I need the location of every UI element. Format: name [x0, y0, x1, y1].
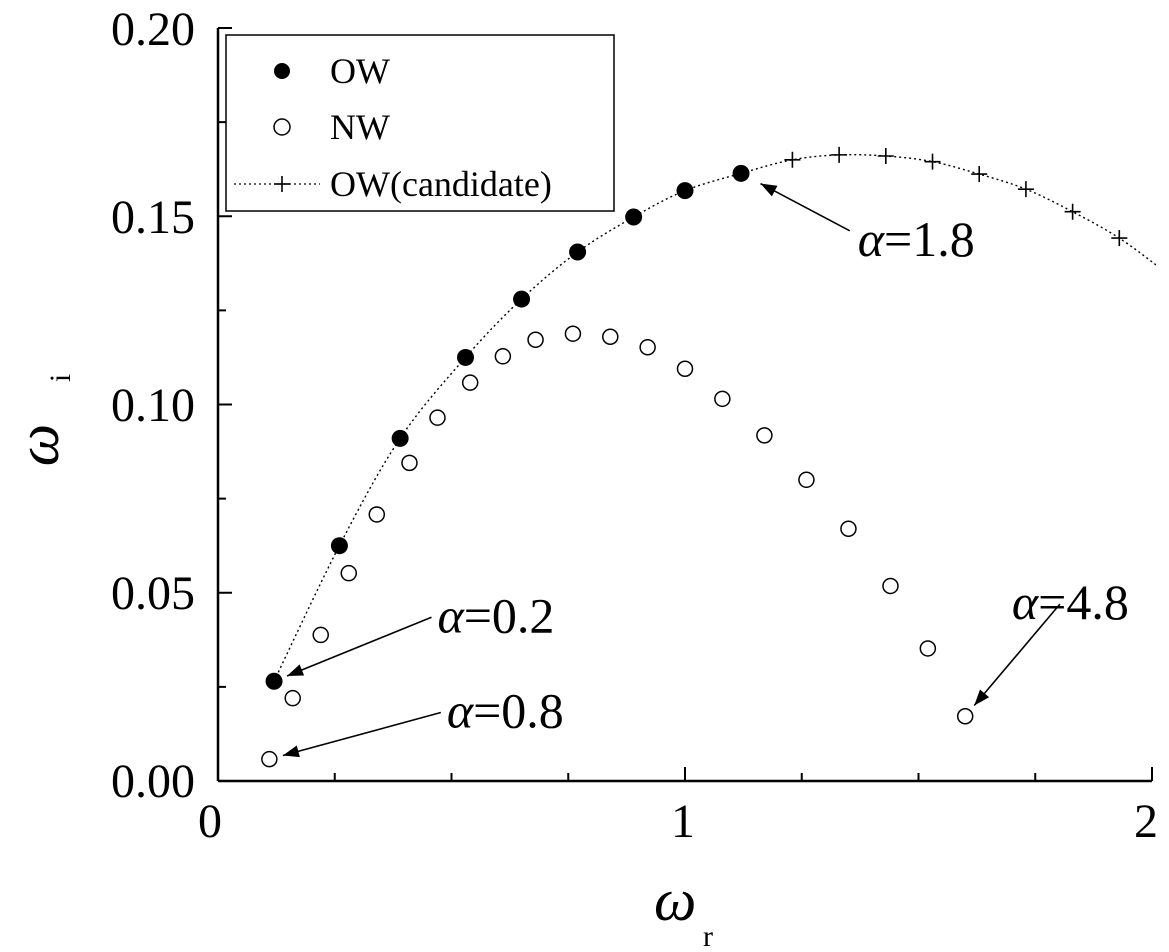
nw-point	[956, 707, 974, 725]
annotation-arrow-head	[974, 689, 990, 706]
nw-point	[401, 454, 418, 472]
nw-point	[527, 331, 544, 348]
nw-point	[429, 409, 446, 426]
annotation-arrow-head	[282, 745, 300, 758]
nw-point	[312, 626, 329, 644]
nw-point	[494, 348, 512, 365]
annotation-alpha-0-8: α=0.8	[447, 683, 564, 739]
y-tick-label-2: 0.10	[111, 379, 195, 432]
y-axis-label-subscript: i	[44, 374, 77, 382]
annotation-alpha-1-8-symbol: α	[858, 211, 886, 267]
annotation-alpha-0-2: α=0.2	[437, 587, 554, 643]
nw-point	[676, 360, 694, 377]
legend-label-ow: OW	[330, 51, 390, 91]
nw-point	[564, 325, 582, 342]
nw-point	[284, 689, 301, 707]
legend-marker-ow	[274, 63, 290, 79]
annotation-arrow-head	[760, 183, 778, 197]
x-tick-label-0: 0	[198, 795, 222, 848]
ow-point	[330, 537, 348, 555]
y-tick-label-4: 0.20	[111, 3, 195, 56]
nw-point	[714, 390, 731, 408]
nw-point	[602, 328, 619, 345]
annotation-alpha-0-2-symbol: α	[437, 587, 465, 643]
annotation-arrow-shaft	[282, 711, 442, 757]
y-tick-label-0: 0.00	[111, 755, 195, 808]
nw-point	[882, 577, 899, 595]
annotation-arrow-shaft	[286, 616, 432, 677]
ow-point	[625, 208, 643, 226]
ow-point	[513, 290, 531, 308]
y-tick-label-1: 0.05	[111, 567, 195, 620]
nw-point	[639, 339, 656, 356]
annotation-alpha-1-8: α=1.8	[858, 211, 975, 267]
ow-point	[569, 243, 587, 261]
x-axis-label: ω	[654, 867, 696, 933]
annotation-arrows	[282, 182, 1061, 758]
x-axis-label-subscript: r	[703, 920, 713, 952]
annotation-alpha-0-8-value: =0.8	[473, 683, 564, 739]
nw-point	[919, 640, 937, 657]
ow-point	[391, 429, 409, 447]
tick-marks	[217, 27, 1153, 782]
nw-point	[340, 564, 358, 582]
y-tick-label-3: 0.15	[111, 191, 195, 244]
ow-point	[676, 182, 694, 200]
nw-point	[840, 520, 857, 537]
annotation-arrow-head	[287, 664, 305, 676]
annotation-alpha-0-8-symbol: α	[447, 683, 475, 739]
nw-point	[261, 750, 278, 768]
annotation-arrow-shaft	[973, 603, 1061, 707]
y-axis-label: ω	[5, 424, 71, 466]
legend-label-candidate: OW(candidate)	[330, 164, 552, 204]
annotation-alpha-1-8-value: =1.8	[884, 211, 975, 267]
x-tick-label-2: 2	[1134, 795, 1158, 848]
annotation-arrow-shaft	[760, 182, 851, 232]
nw-point	[461, 374, 479, 391]
legend: OW NW OW(candidate)	[225, 34, 615, 212]
nw-point	[368, 506, 386, 523]
ow-point	[265, 672, 283, 690]
legend-marker-nw	[273, 118, 291, 136]
annotation-alpha-4-8-value: =4.8	[1038, 574, 1129, 630]
nw-point	[756, 427, 773, 444]
annotation-alpha-4-8-symbol: α	[1012, 574, 1040, 630]
ow-point	[457, 348, 475, 366]
legend-label-nw: NW	[330, 107, 390, 147]
nw-point	[798, 471, 815, 489]
annotation-alpha-4-8: α=4.8	[1012, 574, 1129, 630]
x-tick-label-1: 1	[671, 795, 695, 848]
ow-point	[732, 164, 750, 182]
annotation-alpha-0-2-value: =0.2	[464, 587, 555, 643]
points-layer	[261, 146, 1128, 768]
legend-box	[225, 34, 615, 212]
